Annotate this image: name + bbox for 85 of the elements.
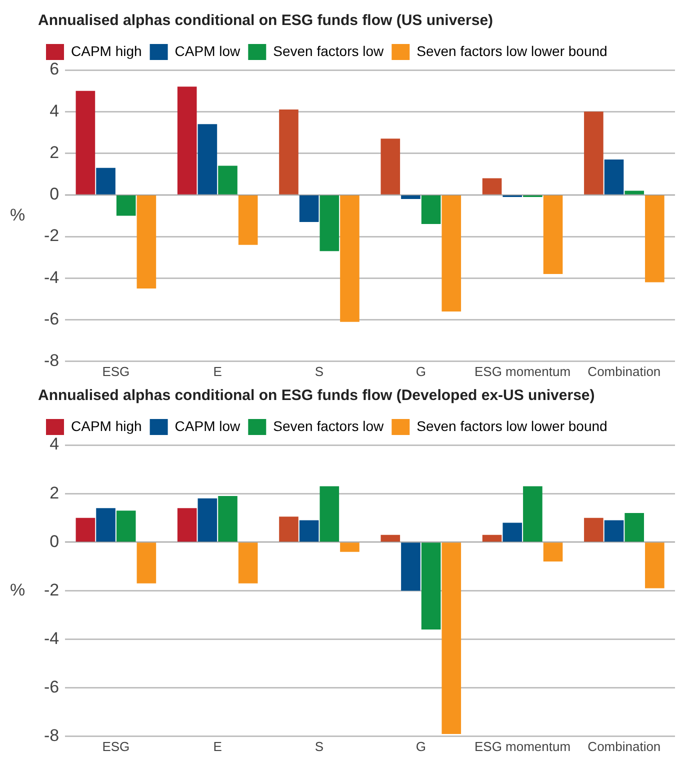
bar	[177, 86, 197, 194]
bar	[482, 534, 502, 542]
bar	[218, 166, 238, 194]
y-axis-title: %	[10, 205, 26, 224]
y-tick-label: 0	[50, 184, 60, 204]
x-tick-label: G	[416, 738, 426, 754]
y-tick-label: -2	[44, 580, 60, 600]
chart-title: Annualised alphas conditional on ESG funds flow (Developed ex-US universe)	[38, 387, 595, 404]
bar	[116, 195, 136, 216]
bar	[523, 486, 542, 542]
bar	[116, 510, 136, 542]
bar	[299, 195, 319, 222]
x-tick-label: ESG	[102, 364, 130, 379]
legend-label: Seven factors low lower bound	[416, 418, 608, 434]
bar	[320, 486, 340, 542]
bar	[584, 518, 604, 542]
bar	[442, 542, 462, 734]
bar	[543, 195, 563, 274]
bar	[401, 195, 420, 200]
legend-label: Seven factors low lower bound	[416, 42, 608, 59]
bar	[543, 542, 563, 562]
x-tick-label: S	[314, 364, 324, 379]
y-tick-label: 6	[50, 60, 60, 79]
bar	[136, 542, 156, 584]
bar	[380, 534, 400, 542]
x-tick-label: E	[213, 364, 222, 379]
bar	[96, 508, 116, 542]
legend-label: CAPM high	[71, 42, 142, 59]
y-tick-label: -4	[44, 628, 60, 648]
y-tick-label: -2	[44, 226, 60, 246]
legend-label: Seven factors low	[273, 42, 385, 59]
legend-label: CAPM low	[174, 418, 242, 434]
bar	[421, 195, 441, 224]
bar	[96, 168, 116, 194]
bar	[442, 195, 462, 312]
x-tick-label: Combination	[588, 364, 661, 379]
y-axis-title: %	[10, 580, 26, 600]
bar	[624, 512, 644, 542]
x-tick-label: ESG	[102, 738, 130, 754]
x-tick-label: ESG momentum	[474, 364, 571, 379]
x-tick-label: G	[416, 364, 426, 379]
x-tick-label: Combination	[588, 738, 661, 754]
bar	[177, 508, 197, 542]
bar	[198, 124, 218, 194]
bar	[604, 160, 624, 194]
y-tick-label: 2	[50, 142, 60, 162]
bar	[198, 498, 218, 542]
legend-label: CAPM low	[174, 42, 242, 59]
bar	[136, 195, 156, 289]
bar	[340, 195, 360, 322]
bar	[76, 90, 96, 194]
bar	[502, 522, 522, 542]
legend-label: Seven factors low	[273, 418, 385, 434]
bar	[645, 542, 664, 588]
y-tick-label: 4	[50, 434, 60, 454]
chart-title: Annualised alphas conditional on ESG funds flow (US universe)	[38, 12, 494, 30]
bar	[624, 190, 644, 194]
y-tick-label: -8	[44, 726, 60, 746]
x-tick-label: S	[314, 738, 324, 754]
bar	[421, 542, 441, 630]
bar	[482, 178, 502, 194]
bar	[604, 520, 624, 542]
y-tick-label: 4	[50, 101, 60, 120]
y-tick-label: 0	[50, 532, 60, 551]
bar	[279, 110, 298, 194]
bar	[340, 542, 360, 552]
bar	[299, 520, 319, 542]
bar	[76, 518, 96, 542]
bar	[401, 542, 420, 591]
bar	[320, 195, 340, 252]
bar	[584, 112, 604, 194]
legend-label: CAPM high	[71, 418, 142, 434]
y-tick-label: -6	[44, 309, 60, 328]
y-tick-label: 2	[50, 483, 60, 502]
bar	[238, 195, 258, 245]
bar	[238, 542, 258, 584]
x-tick-label: E	[213, 738, 222, 754]
y-tick-label: -6	[44, 678, 60, 697]
bar	[218, 496, 238, 542]
bar	[279, 516, 298, 542]
y-tick-label: -4	[44, 268, 60, 287]
y-tick-label: -8	[44, 351, 60, 370]
bar	[645, 195, 664, 282]
bar	[380, 138, 400, 194]
x-tick-label: ESG momentum	[474, 738, 571, 754]
